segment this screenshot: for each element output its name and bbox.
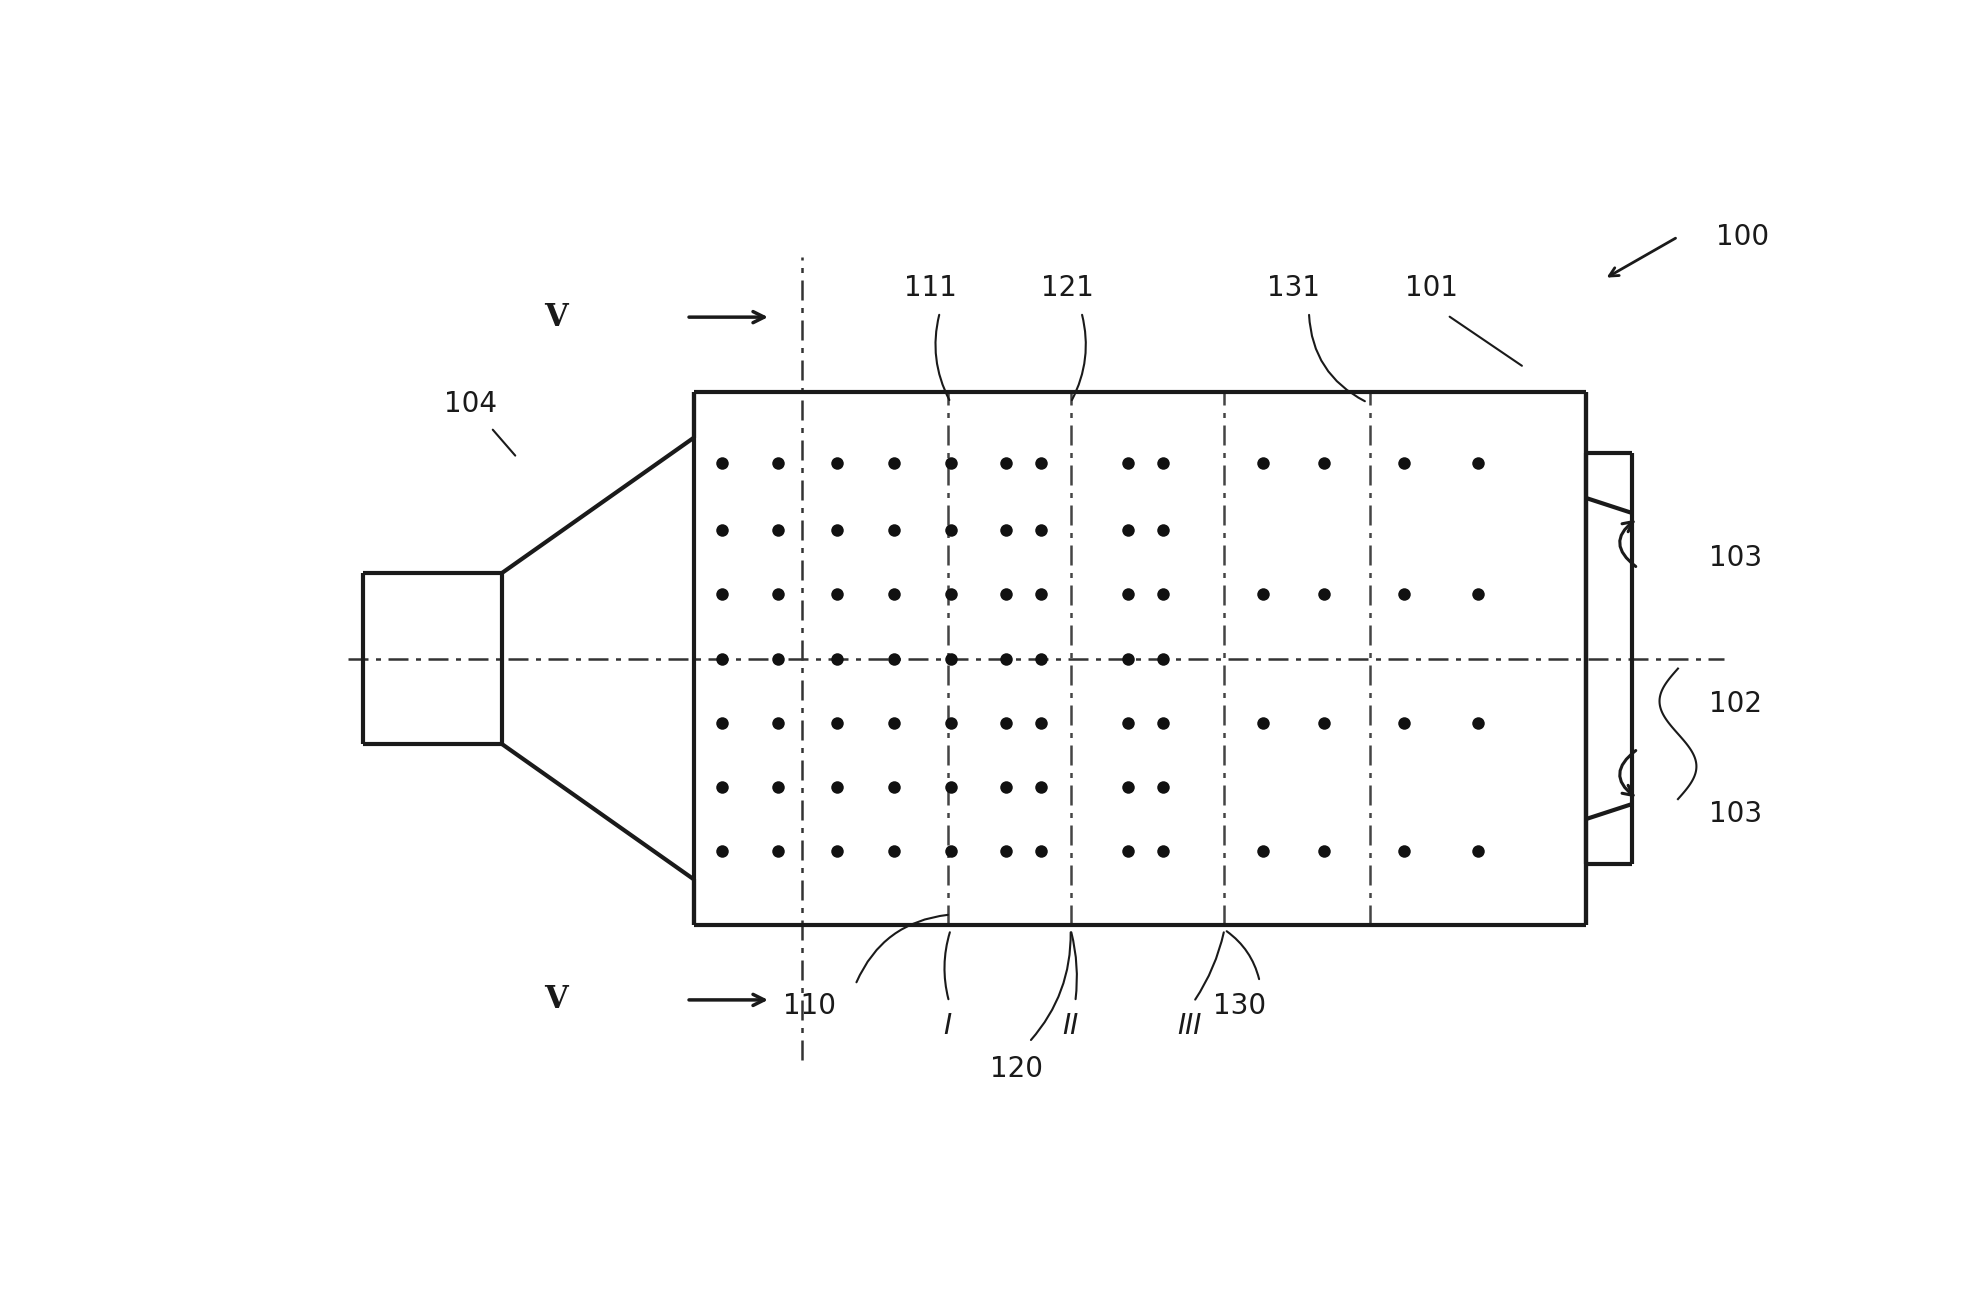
Text: II: II xyxy=(1063,1012,1079,1041)
Text: 104: 104 xyxy=(444,390,498,417)
Text: 101: 101 xyxy=(1405,274,1458,303)
Text: 121: 121 xyxy=(1042,274,1093,303)
Text: III: III xyxy=(1177,1012,1200,1041)
Text: 110: 110 xyxy=(784,992,835,1020)
Text: 130: 130 xyxy=(1212,992,1266,1020)
Text: V: V xyxy=(544,301,567,333)
Text: 103: 103 xyxy=(1708,801,1762,828)
Text: 103: 103 xyxy=(1708,544,1762,572)
Text: 131: 131 xyxy=(1268,274,1319,303)
Text: 120: 120 xyxy=(990,1055,1044,1084)
Text: 111: 111 xyxy=(905,274,956,303)
Text: V: V xyxy=(544,985,567,1016)
Text: I: I xyxy=(944,1012,952,1041)
Text: 100: 100 xyxy=(1716,223,1770,250)
Text: 102: 102 xyxy=(1708,690,1762,717)
